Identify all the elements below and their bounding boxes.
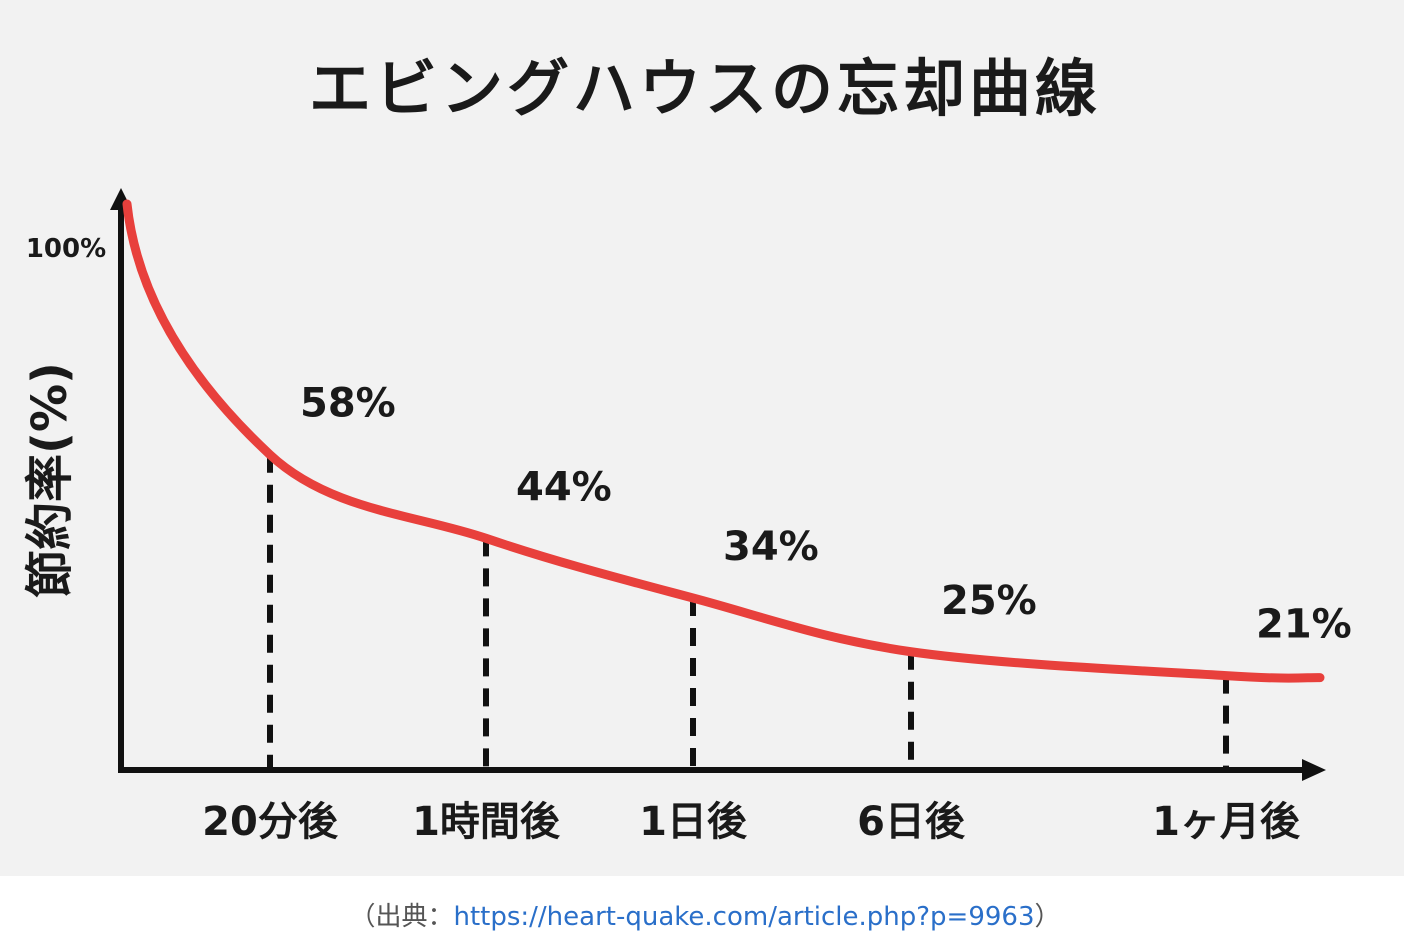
value-label-2: 44% xyxy=(516,464,612,510)
value-label-4: 25% xyxy=(941,578,1037,624)
x-tick-label-1: 20分後 xyxy=(202,799,339,845)
y-top-label: 100% xyxy=(26,234,106,264)
x-tick-label-4: 6日後 xyxy=(857,799,966,845)
forgetting-curve-line xyxy=(122,199,1325,683)
x-tick-label-5: 1ヶ月後 xyxy=(1152,799,1301,845)
chart-title: エビングハウスの忘却曲線 xyxy=(308,52,1101,125)
value-label-3: 34% xyxy=(723,524,819,570)
x-axis-arrow xyxy=(1302,759,1326,781)
y-axis-label: 節約率(%) xyxy=(22,362,78,598)
x-tick-label-2: 1時間後 xyxy=(412,799,561,845)
value-label-5: 21% xyxy=(1256,602,1352,648)
source-caption: （出典：https://heart-quake.com/article.php?… xyxy=(0,896,1410,933)
source-link[interactable]: https://heart-quake.com/article.php?p=99… xyxy=(453,902,1035,932)
value-label-1: 58% xyxy=(300,381,396,427)
forgetting-curve-chart: 100% 節約率(%) 58% 44% 34% 25% 21% 20分後 1時間後 1日後 6… xyxy=(22,188,1352,845)
caption-suffix: ） xyxy=(1034,902,1061,932)
chart-panel xyxy=(0,0,1404,876)
x-tick-label-3: 1日後 xyxy=(639,799,748,845)
caption-prefix: （出典： xyxy=(349,902,454,932)
